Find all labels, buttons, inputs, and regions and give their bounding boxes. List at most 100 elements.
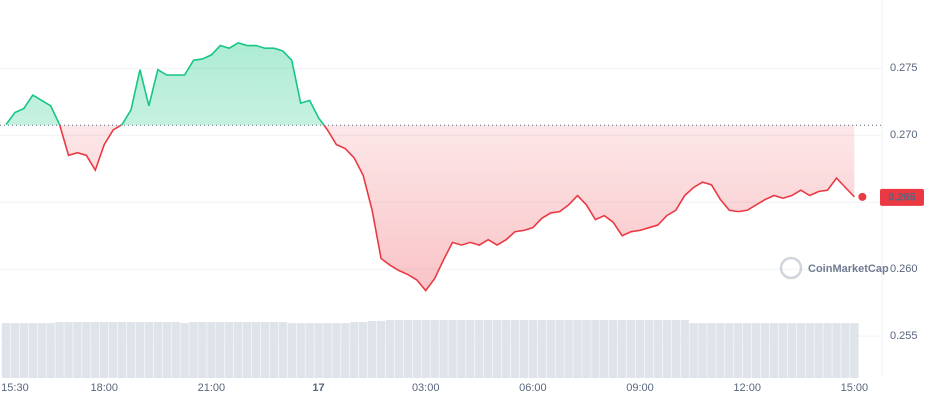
volume-bar [850,323,859,378]
y-tick-label: 0.270 [890,129,918,141]
volume-bar [385,320,395,378]
volume-bar [492,320,502,378]
volume-bar [662,320,672,378]
volume-bar [519,320,529,378]
area-up [6,42,855,126]
x-tick-label: 15:30 [1,382,29,394]
volume-bar [671,320,680,378]
volume-bar [734,323,743,378]
volume-bar [635,320,645,378]
volume-bar [787,323,797,378]
volume-bar [108,322,118,378]
volume-bar [528,320,538,378]
volume-bar [430,320,439,378]
x-tick-label: 17 [312,382,324,394]
volume-bar [653,320,663,378]
volume-bar [439,320,448,378]
volume-bar [805,323,814,378]
volume-bar [376,321,386,378]
volume-bar [626,320,636,378]
volume-bar [287,323,296,378]
watermark-logo [779,256,803,280]
volume-bar [582,320,591,378]
volume-bar [233,322,243,378]
volume-bar [367,321,377,378]
x-tick-label: 21:00 [198,382,226,394]
volume-bar [555,320,564,378]
volume-bar [100,322,109,378]
volume-bar [144,322,154,378]
volume-bar [314,323,323,378]
volume-bar [37,323,46,378]
volume-bar [28,323,37,378]
volume-bar [725,323,734,378]
volume-bar [242,322,252,378]
volume-bar [64,322,73,378]
volume-bar [716,323,725,378]
volume-bar [591,320,600,378]
volume-bar [475,320,484,378]
volume-bar [153,322,163,378]
volume-bar [617,320,627,378]
volume-bar [457,320,466,378]
volume-bar [126,322,136,378]
volume-bar [448,320,457,378]
volume-bar [707,323,716,378]
volume-bar [198,322,207,378]
volume-bar [117,322,127,378]
x-tick-label: 18:00 [90,382,118,394]
volume-bar [573,320,582,378]
volume-bar [546,320,555,378]
volume-bar [341,323,350,378]
volume-bar [421,320,430,378]
volume-bar [537,320,546,378]
volume-bar [403,320,413,378]
volume-bar [91,322,100,378]
volume-bar [510,320,520,378]
volume-bar [644,320,654,378]
volume-bar [135,322,145,378]
volume-bar [1,323,11,378]
price-tag: 0.265 [888,191,916,203]
volume-bar [501,320,511,378]
x-tick-label: 15:00 [841,382,869,394]
volume-bar [189,322,198,378]
volume-bar [207,322,216,378]
volume-bar [251,322,261,378]
x-tick-label: 09:00 [626,382,654,394]
volume-bar [225,322,234,378]
volume-bar [10,323,20,378]
volume-bar [466,320,475,378]
volume-bar [19,323,29,378]
volume-bar [305,323,314,378]
volume-bar [55,322,64,378]
volume-bar [323,323,332,378]
volume-bar [832,323,841,378]
volume-bar [680,320,689,378]
watermark: CoinMarketCap [808,263,889,275]
volume-bar [82,322,91,378]
volume-bar [814,323,823,378]
volume-bar [600,320,609,378]
volume-bar [394,320,404,378]
volume-bar [609,320,618,378]
volume-bar [412,320,421,378]
x-tick-label: 06:00 [519,382,547,394]
volume-bar [260,322,270,378]
volume-bar [823,323,832,378]
last-point [858,192,867,201]
volume-bar [751,323,761,378]
volume-bar [698,323,707,378]
y-tick-label: 0.260 [890,263,918,275]
volume-bar [46,323,55,378]
price-tag-bg [880,188,924,206]
volume-bar [278,322,288,378]
volume-bar [841,323,850,378]
volume-bar [689,323,698,378]
x-tick-label: 12:00 [733,382,761,394]
volume-bar [359,322,368,378]
volume-bar [796,323,805,378]
y-tick-label: 0.275 [890,62,918,74]
volume-bar [760,323,770,378]
volume-bar [484,320,493,378]
